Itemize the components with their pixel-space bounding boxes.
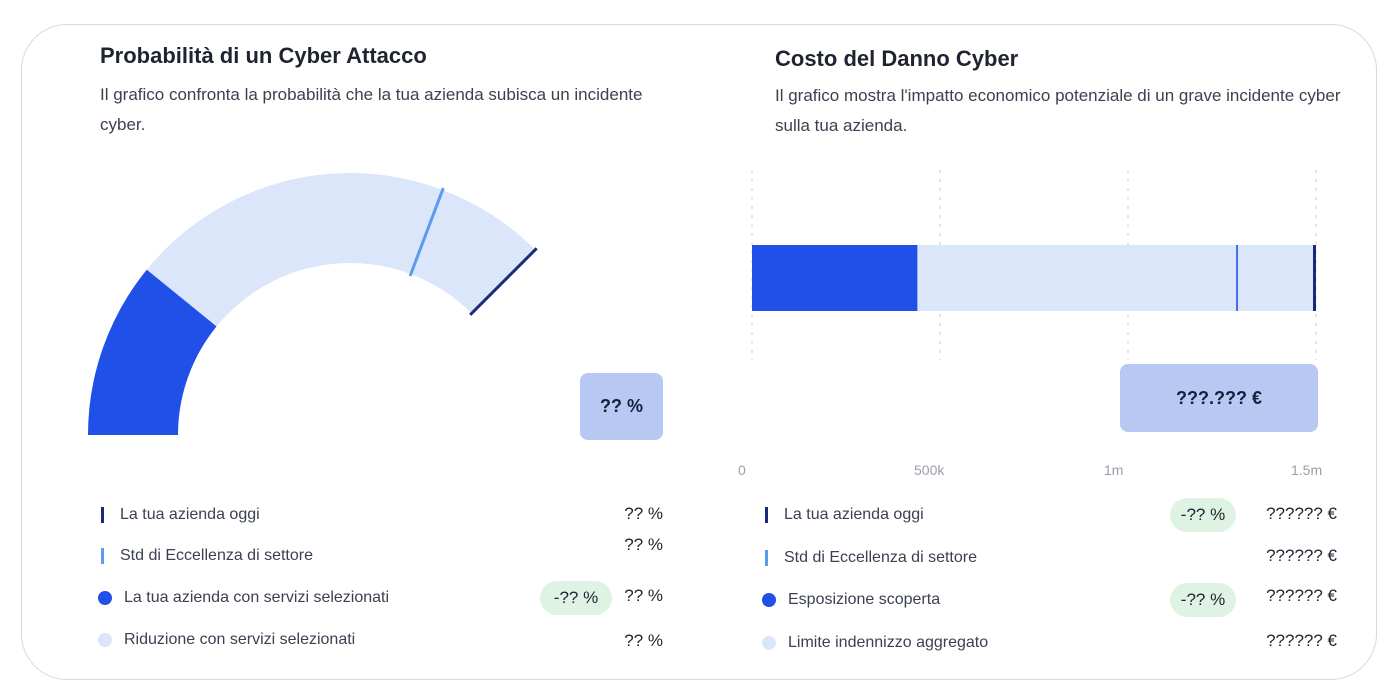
legend-item-0: La tua azienda oggi: [764, 500, 924, 530]
legend-label: Limite indennizzo aggregato: [788, 634, 989, 651]
gauge-segment-0: [88, 269, 217, 435]
legend-label: La tua azienda con servizi selezionati: [124, 589, 390, 606]
reduction-badge: -?? %: [1170, 583, 1236, 617]
legend-line-marker: [101, 507, 104, 523]
legend-label: Std di Eccellenza di settore: [784, 549, 977, 566]
legend-item-2: La tua azienda con servizi selezionati: [98, 583, 390, 613]
legend-item-2: Esposizione scoperta: [762, 585, 941, 615]
damage-cost-bar-chart: [751, 170, 1317, 360]
legend-value: ?????? €: [1266, 504, 1337, 523]
gauge-marker-1: [469, 247, 538, 316]
legend-value: ?? %: [624, 586, 663, 605]
dashboard-card: [21, 24, 1377, 680]
probability-title: Probabilità di un Cyber Attacco: [100, 43, 427, 68]
legend-label: La tua azienda oggi: [120, 506, 260, 523]
legend-label: Std di Eccellenza di settore: [120, 547, 313, 564]
legend-line-marker: [765, 550, 768, 566]
damage-cost-value-box: ???.??? €: [1120, 364, 1318, 432]
damage-cost-title: Costo del Danno Cyber: [775, 46, 1019, 71]
legend-label: Riduzione con servizi selezionati: [124, 631, 356, 648]
x-tick-label-1: 500k: [914, 462, 945, 478]
legend-label: La tua azienda oggi: [784, 506, 924, 523]
legend-dot-marker: [98, 633, 112, 647]
legend-item-0: La tua azienda oggi: [100, 500, 260, 530]
probability-description: Il grafico confronta la probabilità che …: [100, 85, 643, 134]
x-tick-label-3: 1.5m: [1291, 462, 1323, 478]
legend-line-marker: [101, 548, 104, 564]
bar-segment-1: [917, 245, 1316, 311]
probability-value-box: ?? %: [580, 373, 663, 440]
bar-segment-0: [752, 245, 918, 311]
legend-line-marker: [765, 507, 768, 523]
legend-label: Esposizione scoperta: [788, 591, 941, 608]
x-tick-label-0: 0: [738, 462, 746, 478]
legend-item-1: Std di Eccellenza di settore: [100, 541, 313, 571]
legend-value: ?????? €: [1266, 631, 1337, 650]
legend-dot-marker: [762, 593, 776, 607]
legend-item-1: Std di Eccellenza di settore: [764, 543, 977, 573]
legend-value: ?????? €: [1266, 586, 1337, 605]
legend-item-3: Riduzione con servizi selezionati: [98, 625, 356, 655]
probability-gauge: [88, 173, 538, 435]
legend-value: ?? %: [624, 504, 663, 523]
legend-dot-marker: [98, 591, 112, 605]
reduction-badge: -?? %: [1170, 498, 1236, 532]
gauge-marker-0: [408, 187, 445, 277]
reduction-badge: -?? %: [540, 581, 612, 615]
legend-value: ?? %: [624, 631, 663, 650]
damage-cost-description: Il grafico mostra l'impatto economico po…: [775, 86, 1341, 135]
legend-item-3: Limite indennizzo aggregato: [762, 628, 989, 658]
legend-value: ?????? €: [1266, 546, 1337, 565]
legend-value: ?? %: [624, 535, 663, 554]
legend-dot-marker: [762, 636, 776, 650]
x-tick-label-2: 1m: [1104, 462, 1124, 478]
gauge-segment-1: [146, 173, 536, 327]
